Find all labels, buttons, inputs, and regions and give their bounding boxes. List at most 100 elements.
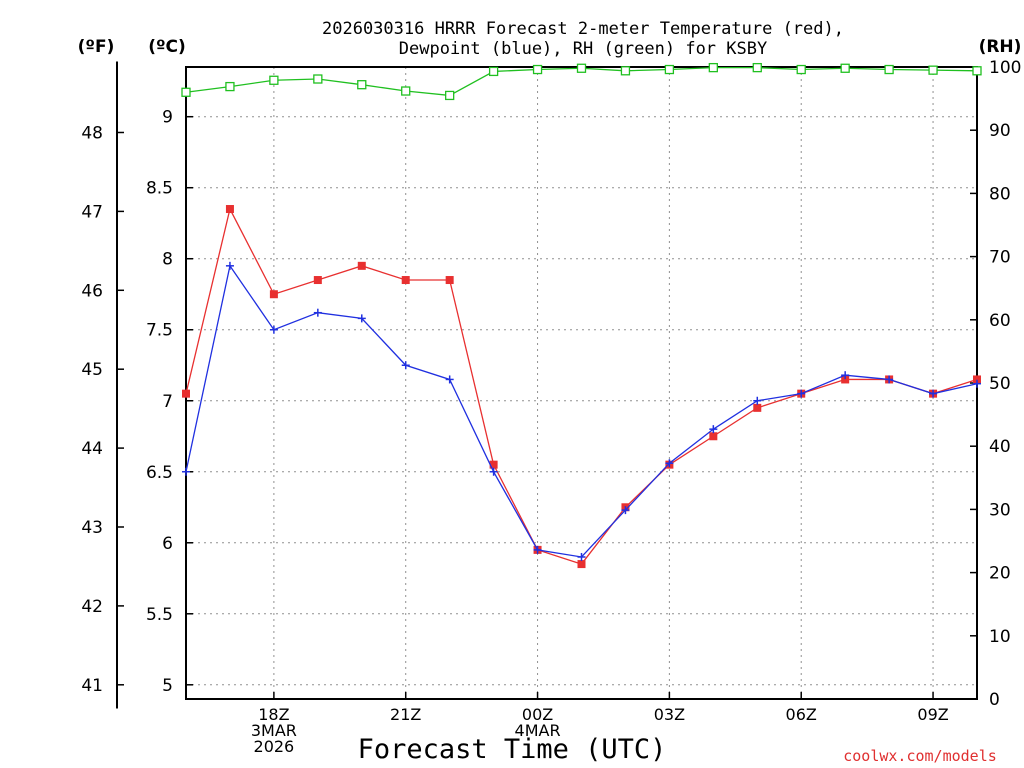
rh-point [488, 66, 499, 77]
rh-point [269, 75, 279, 85]
dewpoint-point [577, 552, 586, 561]
celsius-tick-label: 8 [162, 250, 173, 270]
temperature-point [973, 375, 981, 384]
celsius-tick-label: 6.5 [146, 463, 173, 483]
dewpoint-point [753, 396, 762, 405]
temperature-point [357, 261, 366, 270]
x-tick-label: 00Z [522, 705, 553, 724]
rh-point [620, 66, 631, 76]
rh-point [576, 63, 587, 73]
temperature-point [841, 375, 850, 384]
rh-point [664, 64, 675, 75]
axes [116, 61, 978, 709]
dewpoint-point [225, 261, 234, 270]
credit-text: coolwx.com/models [843, 747, 997, 765]
rh-point [796, 64, 806, 75]
temperature-point [709, 432, 718, 441]
fahrenheit-tick-label: 44 [81, 439, 103, 459]
rh-tick-label: 40 [989, 437, 1011, 457]
celsius-tick-label: 8.5 [146, 179, 173, 199]
rh-point [928, 65, 938, 75]
rh-tick-label: 70 [989, 248, 1011, 268]
celsius-tick-label: 7.5 [146, 321, 173, 341]
x-tick-label: 2026 [254, 737, 295, 756]
dewpoint-point [269, 325, 278, 334]
celsius-tick-label: 9 [162, 108, 173, 128]
dewpoint-point [445, 375, 454, 384]
temperature-line [185, 207, 978, 565]
dewpoint-point [489, 467, 498, 476]
temperature-point [489, 460, 498, 469]
x-tick-label: 03Z [654, 705, 685, 724]
rh-tick-label: 0 [989, 690, 1000, 710]
plot-frame [185, 66, 978, 700]
rh-point [884, 64, 894, 75]
celsius-tick-label: 5.5 [146, 605, 173, 625]
rh-point [181, 87, 191, 97]
rh-point [708, 62, 718, 73]
x-tick-label: 4MAR [515, 721, 561, 740]
rh-unit-label: (RH) [979, 37, 1022, 57]
rh-tick-label: 10 [989, 627, 1011, 647]
celsius-tick-label: 7 [162, 392, 173, 412]
rh-point [401, 86, 411, 96]
dewpoint-point [797, 389, 806, 398]
temperature-point [401, 276, 410, 285]
rh-tick-label: 90 [989, 121, 1011, 141]
fahrenheit-tick-label: 48 [81, 123, 103, 143]
chart-title-line1: 2026030316 HRRR Forecast 2-meter Tempera… [322, 19, 844, 39]
dewpoint-point [401, 361, 410, 370]
fahrenheit-tick-label: 45 [81, 360, 103, 380]
dewpoint-point [929, 389, 938, 398]
celsius-tick-label: 5 [162, 676, 173, 696]
rh-tick-label: 100 [989, 58, 1021, 78]
celsius-tick-label: 6 [162, 534, 173, 554]
dewpoint-point [357, 314, 366, 323]
rh-point [972, 66, 982, 76]
rh-point [532, 64, 543, 75]
rh-tick-label: 20 [989, 564, 1011, 584]
fahrenheit-tick-label: 47 [81, 202, 103, 222]
temperature-point [313, 276, 322, 285]
rh-point [840, 63, 850, 73]
x-tick-label: 3MAR [251, 721, 297, 740]
rh-tick-label: 60 [989, 311, 1011, 331]
rh-point [445, 90, 455, 101]
fahrenheit-tick-label: 43 [81, 518, 103, 538]
dewpoint-point [709, 425, 718, 434]
fahrenheit-unit-label: (ºF) [78, 37, 115, 57]
rh-point [225, 81, 235, 92]
temperature-point [225, 205, 234, 214]
dewpoint-point [182, 467, 190, 476]
temperature-point [753, 403, 762, 412]
chart-title-line2: Dewpoint (blue), RH (green) for KSBY [399, 39, 767, 59]
x-tick-label: 18Z [258, 705, 289, 724]
temperature-point [445, 276, 454, 285]
dewpoint-point [313, 308, 322, 317]
dewpoint-point [841, 371, 850, 380]
x-tick-label: 21Z [390, 705, 421, 724]
grid-lines [186, 67, 977, 699]
tick-labels: 5 5.5 6 6.5 7 7.5 8 8.5 9 41 42 43 44 45 46 47 48 0 10 20 30… [81, 58, 1021, 756]
series-layer [181, 62, 982, 569]
dewpoint-point [533, 545, 542, 554]
dewpoint-line [185, 264, 978, 558]
celsius-unit-label: (ºC) [148, 37, 186, 57]
dewpoint-point [665, 459, 674, 468]
x-tick-label: 09Z [917, 705, 948, 724]
x-tick-label: 06Z [786, 705, 817, 724]
temperature-point [182, 389, 190, 398]
fahrenheit-tick-label: 41 [81, 676, 103, 696]
rh-point [752, 62, 762, 73]
temperature-point [577, 560, 586, 569]
x-axis-label: Forecast Time (UTC) [358, 734, 667, 765]
rh-tick-label: 30 [989, 500, 1011, 520]
rh-point [313, 74, 323, 84]
dewpoint-point [973, 379, 981, 388]
rh-tick-label: 80 [989, 184, 1011, 204]
dewpoint-point [885, 375, 894, 384]
temperature-point [269, 290, 278, 299]
fahrenheit-tick-label: 46 [81, 281, 103, 301]
rh-point [357, 80, 367, 90]
